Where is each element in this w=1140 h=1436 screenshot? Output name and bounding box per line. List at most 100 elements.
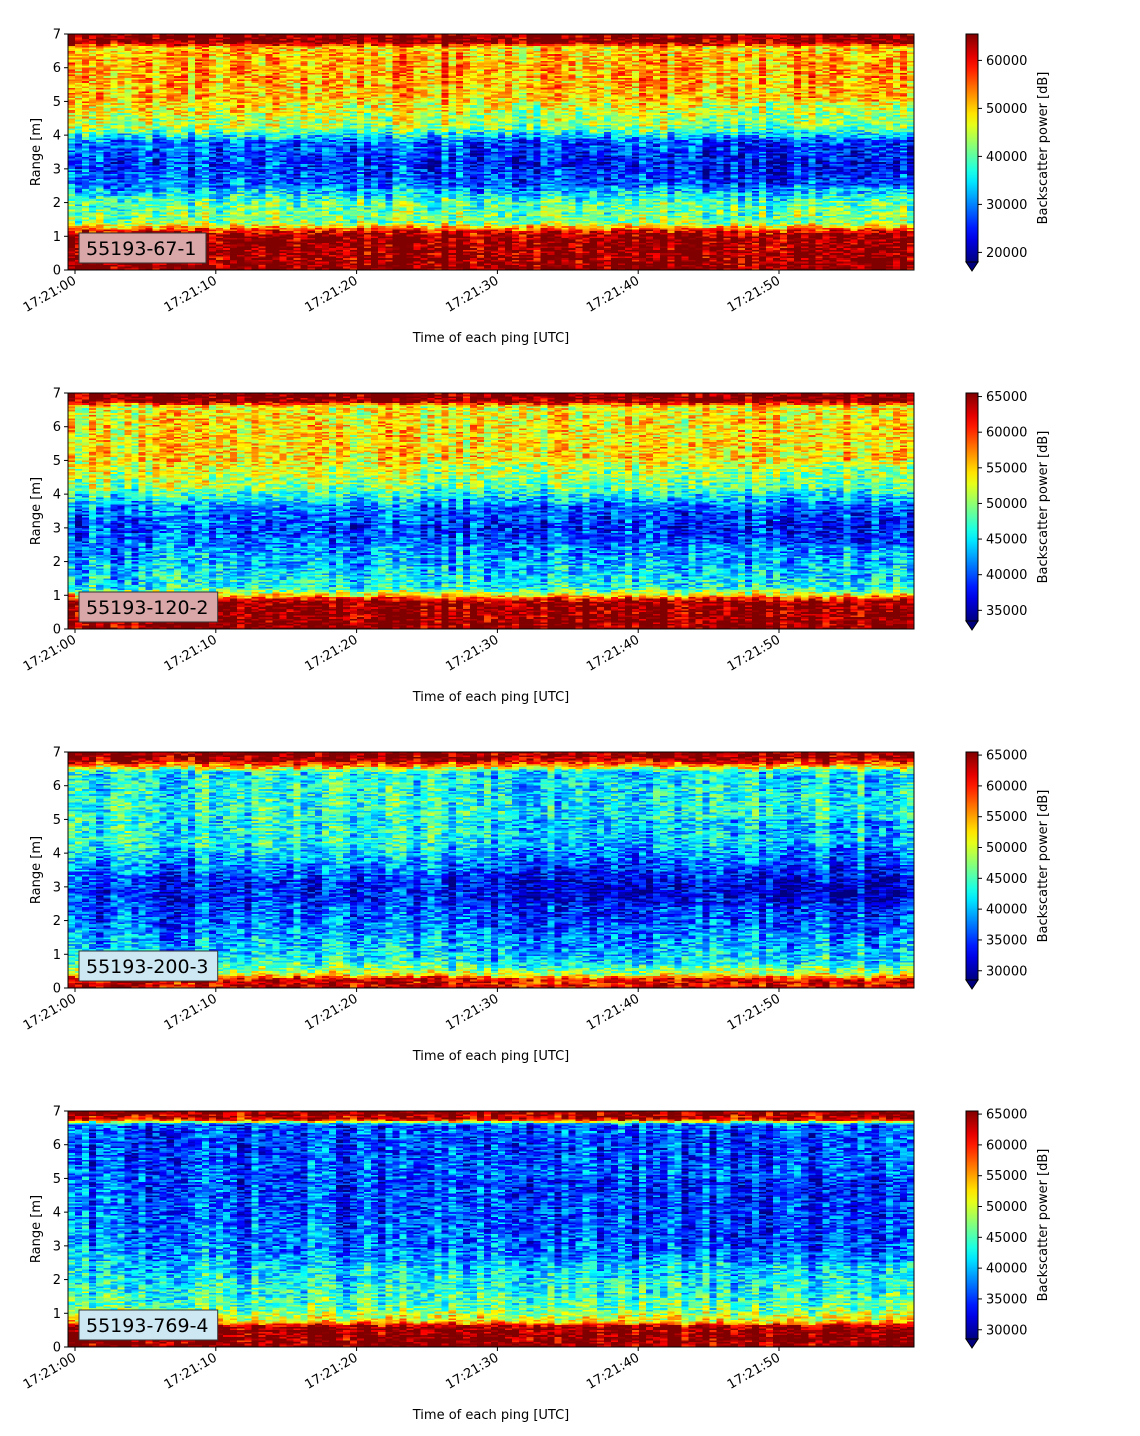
colorbar-tick-label: 50000 <box>986 102 1027 117</box>
x-tick-label: 17:21:50 <box>725 991 783 1033</box>
y-tick-label: 1 <box>53 589 61 604</box>
colorbar: 35000 40000 45000 50000 55000 60000 65000 Backs… <box>965 390 1051 631</box>
panel-1: 0 1 2 3 4 5 6 7 17:21:00 17:21:10 17:21:20 17:21:30… <box>21 28 1051 347</box>
panel-id-label: 55193-67-1 <box>78 232 207 264</box>
y-tick-label: 5 <box>53 454 61 469</box>
panel-id-text: 55193-769-4 <box>86 1315 209 1337</box>
y-tick-label: 3 <box>53 1239 61 1254</box>
heatmap-image <box>68 1111 914 1347</box>
colorbar-tick-label: 40000 <box>986 1262 1027 1277</box>
y-tick-label: 6 <box>53 1138 61 1153</box>
x-tick-label: 17:21:20 <box>303 991 361 1033</box>
colorbar-label: Backscatter power [dB] <box>1036 431 1051 584</box>
y-tick-label: 0 <box>53 623 61 638</box>
x-tick-label: 17:21:30 <box>443 273 501 315</box>
y-tick-label: 1 <box>53 1307 61 1322</box>
x-tick-label: 17:21:40 <box>584 1350 642 1392</box>
x-tick-label: 17:21:40 <box>584 632 642 674</box>
y-tick-label: 0 <box>53 264 61 279</box>
y-axis-label: Range [m] <box>29 836 44 904</box>
panel-id-box <box>78 232 207 264</box>
colorbar-gradient <box>965 392 979 622</box>
colorbar-tick-label: 40000 <box>986 150 1027 165</box>
panel-id-text: 55193-120-2 <box>86 597 209 619</box>
y-tick-label: 0 <box>53 982 61 997</box>
colorbar-tick-label: 45000 <box>986 872 1027 887</box>
y-tick-label: 6 <box>53 420 61 435</box>
colorbar-tick-label: 35000 <box>986 933 1027 948</box>
panel-id-text: 55193-67-1 <box>86 238 196 260</box>
plot-frame <box>67 1110 915 1348</box>
panel-id-box <box>78 1309 219 1341</box>
x-axis-label: Time of each ping [UTC] <box>412 1408 570 1423</box>
colorbar-tick-label: 65000 <box>986 390 1027 405</box>
y-tick-label: 7 <box>53 746 61 761</box>
y-tick-label: 3 <box>53 521 61 536</box>
y-tick-label: 2 <box>53 196 61 211</box>
y-tick-label: 7 <box>53 28 61 43</box>
colorbar-tick-label: 60000 <box>986 54 1027 69</box>
colorbar-tick-label: 65000 <box>986 749 1027 764</box>
colorbar: 30000 35000 40000 45000 50000 55000 60000 65000… <box>965 1108 1051 1349</box>
colorbar-tick-label: 40000 <box>986 903 1027 918</box>
colorbar-tick-label: 50000 <box>986 497 1027 512</box>
x-tick-label: 17:21:40 <box>584 991 642 1033</box>
colorbar-tick-label: 20000 <box>986 246 1027 261</box>
colorbar-tick-label: 65000 <box>986 1108 1027 1123</box>
x-tick-label: 17:21:10 <box>162 632 220 674</box>
x-tick-label: 17:21:20 <box>303 632 361 674</box>
x-tick-label: 17:21:10 <box>162 991 220 1033</box>
colorbar-tick-label: 30000 <box>986 1323 1027 1338</box>
x-tick-label: 17:21:10 <box>162 273 220 315</box>
x-tick-label: 17:21:50 <box>725 273 783 315</box>
colorbar: 20000 30000 40000 50000 60000 Backscatter pow… <box>965 33 1051 272</box>
x-tick-label: 17:21:30 <box>443 991 501 1033</box>
panel-2: 0 1 2 3 4 5 6 7 17:21:00 17:21:10 17:21:20 17:21:30… <box>21 387 1051 706</box>
panel-id-label: 55193-200-3 <box>78 950 219 982</box>
colorbar-extend-arrow <box>965 979 979 990</box>
y-tick-label: 5 <box>53 813 61 828</box>
colorbar: 30000 35000 40000 45000 50000 55000 60000 65000… <box>965 749 1051 990</box>
panel-id-label: 55193-120-2 <box>78 591 219 623</box>
x-tick-label: 17:21:30 <box>443 1350 501 1392</box>
colorbar-tick-label: 35000 <box>986 604 1027 619</box>
x-axis-label: Time of each ping [UTC] <box>412 331 570 346</box>
y-tick-label: 3 <box>53 162 61 177</box>
y-tick-label: 3 <box>53 880 61 895</box>
colorbar-tick-label: 60000 <box>986 1138 1027 1153</box>
panel-id-label: 55193-769-4 <box>78 1309 219 1341</box>
colorbar-tick-label: 55000 <box>986 461 1027 476</box>
colorbar-tick-label: 60000 <box>986 426 1027 441</box>
y-tick-label: 2 <box>53 1273 61 1288</box>
y-tick-label: 1 <box>53 230 61 245</box>
x-tick-label: 17:21:50 <box>725 632 783 674</box>
plot-frame <box>67 392 915 630</box>
y-tick-label: 4 <box>53 847 61 862</box>
colorbar-tick-label: 35000 <box>986 1292 1027 1307</box>
colorbar-tick-label: 40000 <box>986 568 1027 583</box>
colorbar-tick-label: 45000 <box>986 1231 1027 1246</box>
plot-frame <box>67 33 915 271</box>
y-axis-label: Range [m] <box>29 477 44 545</box>
heatmap-image <box>68 34 914 270</box>
x-tick-label: 17:21:50 <box>725 1350 783 1392</box>
colorbar-extend-arrow <box>965 261 979 272</box>
x-tick-label: 17:21:00 <box>21 273 79 315</box>
x-axis-label: Time of each ping [UTC] <box>412 690 570 705</box>
colorbar-tick-label: 55000 <box>986 1169 1027 1184</box>
y-tick-label: 0 <box>53 1341 61 1356</box>
x-tick-label: 17:21:30 <box>443 632 501 674</box>
colorbar-label: Backscatter power [dB] <box>1036 1149 1051 1302</box>
y-tick-label: 1 <box>53 948 61 963</box>
colorbar-tick-label: 60000 <box>986 779 1027 794</box>
y-tick-label: 4 <box>53 1206 61 1221</box>
x-tick-label: 17:21:00 <box>21 991 79 1033</box>
panel-4: 0 1 2 3 4 5 6 7 17:21:00 17:21:10 17:21:20 17:21:30… <box>21 1105 1051 1424</box>
x-tick-label: 17:21:20 <box>303 273 361 315</box>
y-tick-label: 5 <box>53 1172 61 1187</box>
y-tick-label: 4 <box>53 129 61 144</box>
x-axis-label: Time of each ping [UTC] <box>412 1049 570 1064</box>
colorbar-tick-label: 30000 <box>986 964 1027 979</box>
y-tick-label: 2 <box>53 914 61 929</box>
